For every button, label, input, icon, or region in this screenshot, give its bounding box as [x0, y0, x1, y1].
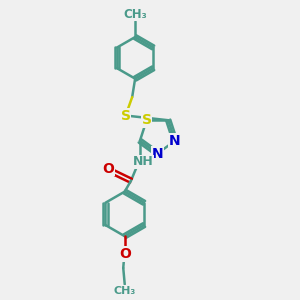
Text: CH₃: CH₃	[114, 286, 136, 296]
Text: NH: NH	[133, 155, 154, 168]
Text: S: S	[142, 113, 152, 127]
Text: O: O	[103, 162, 114, 176]
Text: S: S	[121, 109, 130, 122]
Text: CH₃: CH₃	[123, 8, 147, 21]
Text: N: N	[152, 147, 163, 160]
Text: N: N	[169, 134, 181, 148]
Text: O: O	[119, 247, 131, 261]
